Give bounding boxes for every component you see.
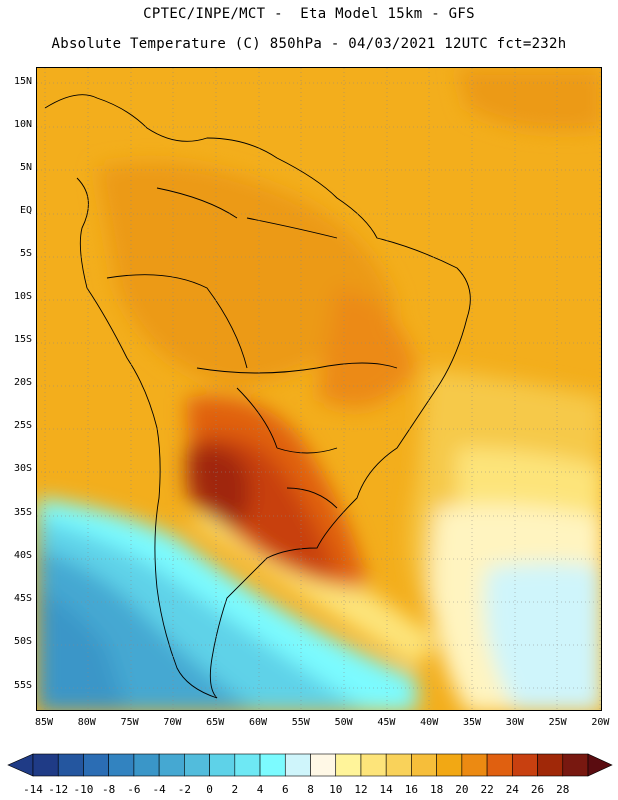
colorbar-swatch — [562, 753, 589, 777]
chart-title-line1: CPTEC/INPE/MCT - Eta Model 15km - GFS — [143, 6, 475, 22]
colorbar-label: 10 — [329, 783, 343, 796]
colorbar-arrow-low — [7, 753, 34, 777]
colorbar-swatch — [436, 753, 463, 777]
colorbar-swatch — [158, 753, 185, 777]
colorbar-swatch — [537, 753, 564, 777]
colorbar-label: -10 — [73, 783, 94, 796]
colorbar-swatch — [184, 753, 210, 777]
lon-label: 75W — [120, 717, 139, 728]
colorbar-swatch — [108, 753, 135, 777]
lat-label: 15N — [13, 76, 32, 87]
colorbar-label: -4 — [152, 783, 166, 796]
brazil-warm — [317, 288, 417, 408]
lat-label: 40S — [13, 550, 32, 561]
lat-label: 50S — [13, 636, 32, 647]
lat-label: 30S — [13, 463, 32, 474]
colorbar-label: -12 — [48, 783, 69, 796]
lon-label: 80W — [77, 717, 96, 728]
colorbar-swatch — [385, 753, 412, 777]
lat-label: 10S — [13, 291, 32, 302]
amazon-warm — [97, 162, 397, 388]
lat-label: 5N — [19, 162, 32, 173]
coastlines — [44, 94, 471, 699]
lon-label: 85W — [34, 717, 54, 728]
lon-label: 30W — [505, 717, 524, 728]
colorbar-swatch — [411, 753, 437, 777]
colorbar-swatch — [83, 753, 109, 777]
colorbar-label: 2 — [231, 783, 239, 796]
colorbar-swatch — [234, 753, 261, 777]
ocean-cyan-patch — [485, 563, 601, 710]
colorbar-label: 28 — [556, 783, 570, 796]
colorbar-swatch — [57, 753, 84, 777]
colorbar-label: 20 — [455, 783, 469, 796]
lat-label: 55S — [13, 680, 32, 691]
temperature-map — [36, 67, 602, 711]
lat-label: 20S — [13, 377, 32, 388]
colorbar-swatch — [310, 753, 337, 777]
colorbar-label: -8 — [102, 783, 116, 796]
colorbar-label: 22 — [480, 783, 494, 796]
colorbar-label: -6 — [127, 783, 141, 796]
ne-warm — [457, 68, 601, 131]
colorbar-swatch — [486, 753, 513, 777]
colorbar-arrow-high — [587, 753, 613, 777]
lon-label: 45W — [377, 717, 396, 728]
colorbar — [7, 753, 613, 777]
colorbar-swatch — [360, 753, 387, 777]
colorbar-label: 16 — [404, 783, 419, 796]
lat-label: 45S — [13, 593, 32, 604]
hot-core-inner — [187, 445, 251, 528]
map-canvas — [37, 68, 601, 710]
lat-label: 35S — [13, 507, 32, 518]
lon-label: 55W — [291, 717, 310, 728]
lon-label: 40W — [420, 717, 439, 728]
colorbar-label: 24 — [505, 783, 519, 796]
colorbar-label: 26 — [530, 783, 545, 796]
colorbar-label: 6 — [281, 783, 289, 796]
lat-label: 10N — [13, 119, 32, 130]
chart-title-line2: Absolute Temperature (C) 850hPa - 04/03/… — [51, 36, 567, 52]
lon-label: 65W — [206, 717, 225, 728]
lat-label: 25S — [13, 420, 32, 431]
colorbar-label: 4 — [256, 783, 264, 796]
lon-label: 20W — [591, 717, 610, 728]
colorbar-swatch — [209, 753, 236, 777]
lon-label: 70W — [163, 717, 182, 728]
colorbar-swatch — [133, 753, 160, 777]
colorbar-swatch — [512, 753, 538, 777]
south-cold-4 — [37, 588, 127, 710]
lon-label: 25W — [548, 717, 567, 728]
colorbar-label: 14 — [379, 783, 393, 796]
lat-label: 15S — [13, 334, 32, 345]
colorbar-label: 8 — [307, 783, 314, 796]
colorbar-label: 18 — [430, 783, 444, 796]
lat-label: EQ — [19, 205, 32, 216]
colorbar-label: 12 — [354, 783, 368, 796]
colorbar-label: -2 — [177, 783, 191, 796]
lon-label: 60W — [248, 717, 268, 728]
lon-label: 50W — [334, 717, 353, 728]
colorbar-label: 0 — [206, 783, 213, 796]
graticule — [37, 68, 601, 710]
colorbar-swatch — [32, 753, 59, 777]
lat-label: 5S — [19, 248, 32, 259]
colorbar-swatch — [259, 753, 286, 777]
colorbar-swatch — [284, 753, 311, 777]
southern-transition — [187, 508, 437, 668]
colorbar-swatch — [335, 753, 362, 777]
lon-label: 35W — [462, 717, 482, 728]
colorbar-swatch — [461, 753, 488, 777]
colorbar-label: -14 — [23, 783, 43, 796]
